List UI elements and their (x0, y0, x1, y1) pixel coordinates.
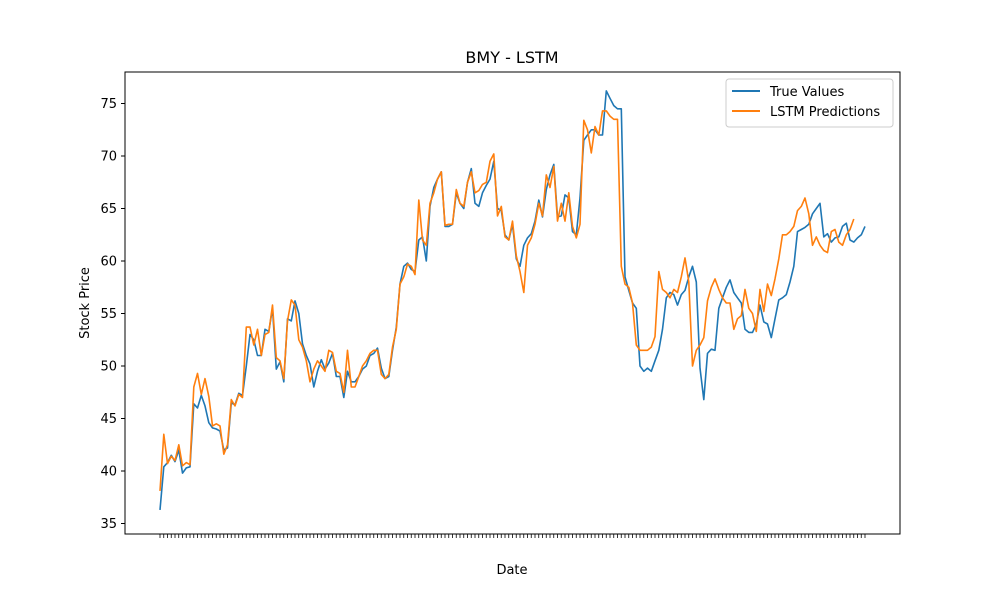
y-tick-label: 35 (100, 517, 117, 532)
legend-label-lstm-predictions: LSTM Predictions (770, 105, 880, 120)
x-axis-label: Date (496, 563, 527, 578)
legend: True Values LSTM Predictions (726, 79, 893, 127)
y-tick-label: 45 (100, 412, 117, 427)
y-tick-label: 70 (100, 150, 117, 165)
legend-label-true-values: True Values (769, 85, 844, 100)
y-tick-label: 60 (100, 255, 117, 270)
y-tick-label: 40 (100, 465, 117, 480)
y-axis-label: Stock Price (78, 267, 93, 339)
y-tick-label: 75 (100, 97, 117, 112)
y-tick-label: 50 (100, 360, 117, 375)
y-tick-label: 55 (100, 307, 117, 322)
y-tick-label: 65 (100, 202, 117, 217)
chart-title: BMY - LSTM (465, 48, 558, 67)
